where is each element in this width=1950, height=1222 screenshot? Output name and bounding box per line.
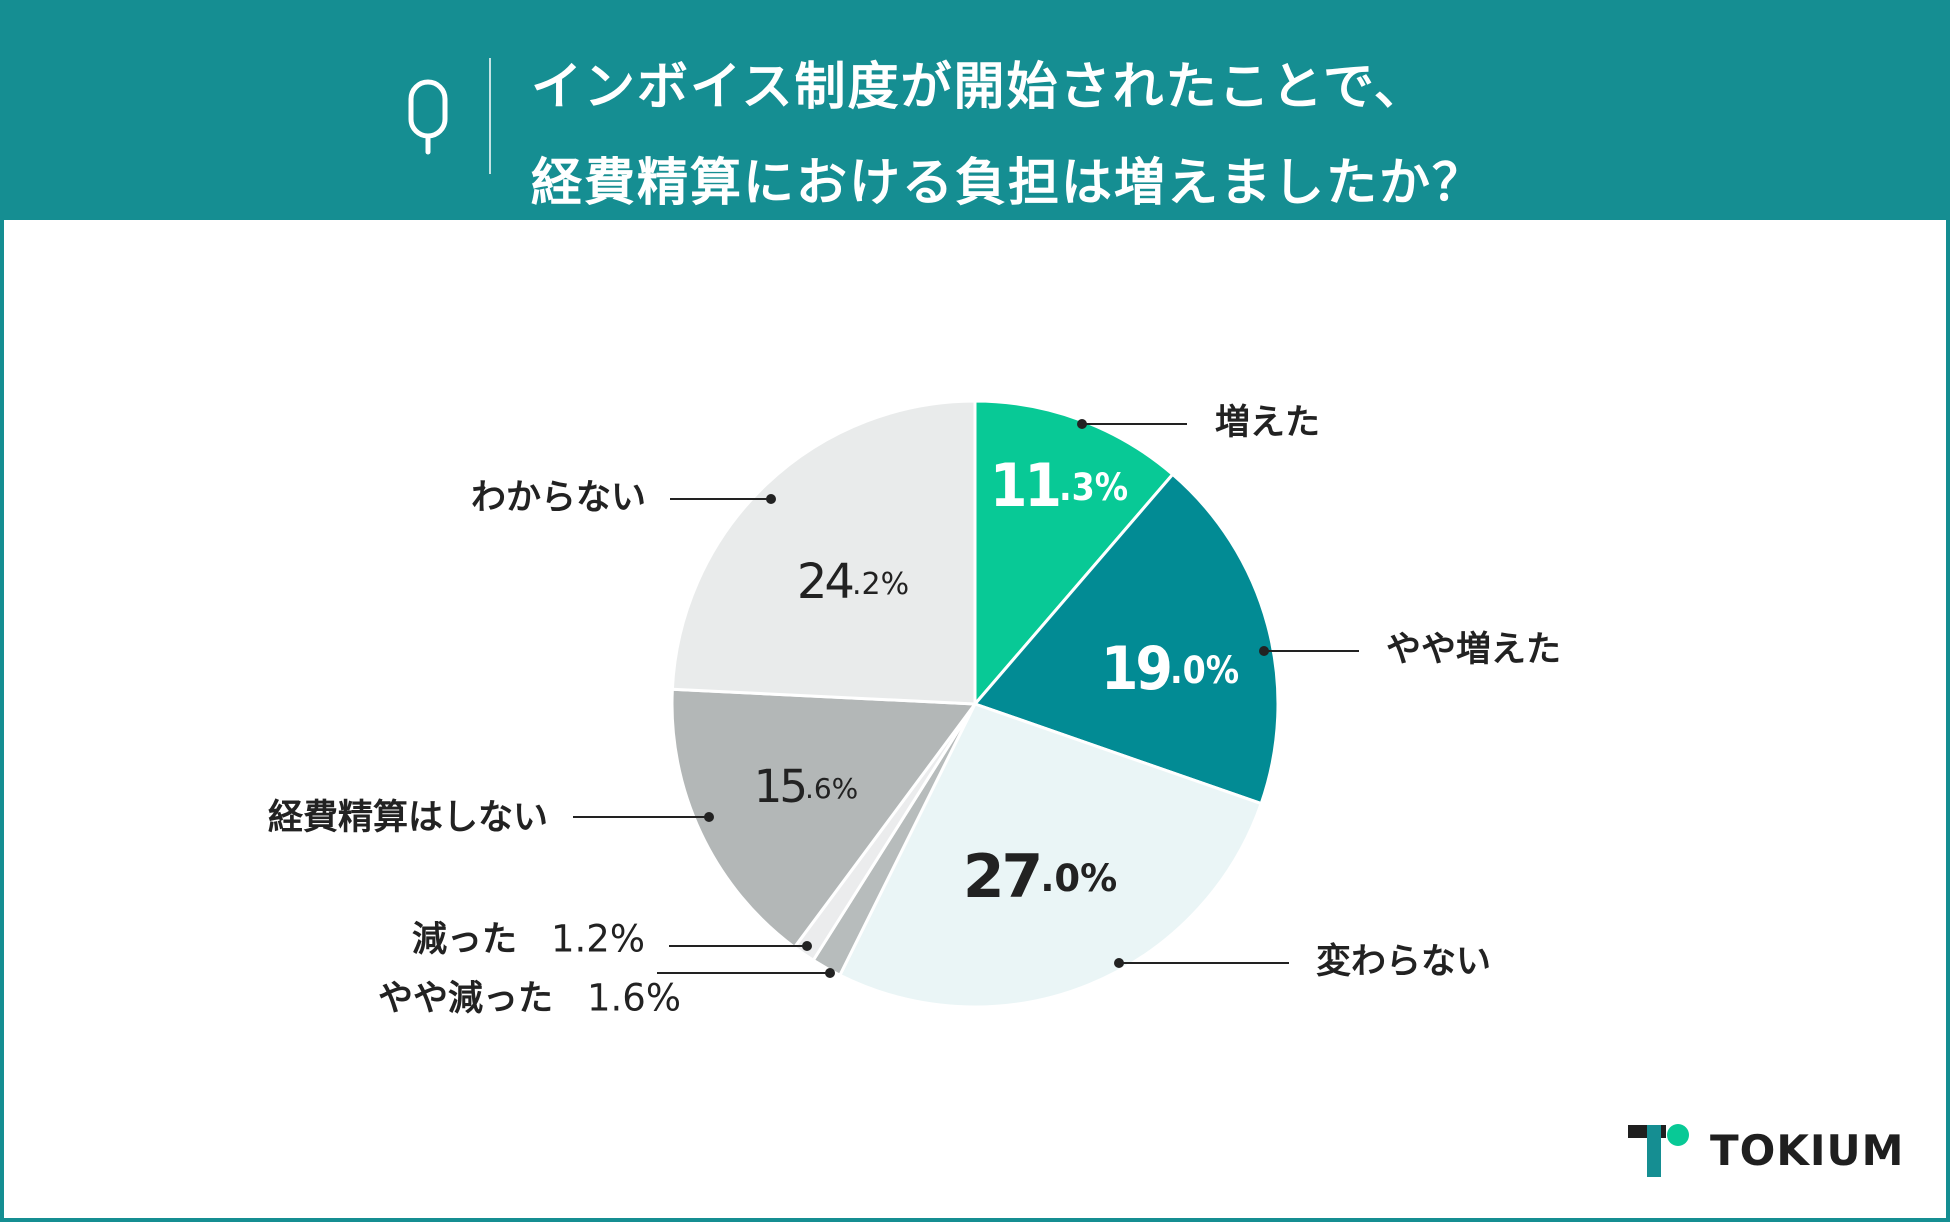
title-line-1: インボイス制度が開始されたことで、 xyxy=(531,58,1427,117)
question-q-icon xyxy=(408,79,448,155)
pie-slice-no-expense xyxy=(670,687,977,949)
slice-value: 24.2% xyxy=(797,554,909,610)
tokium-logo: TOKIUM xyxy=(1628,1122,1904,1178)
slice-annotation-slightly-decreased: やや減った 1.6% xyxy=(378,968,835,1020)
slice-label: 変わらない xyxy=(1316,941,1491,982)
leader-dot xyxy=(766,494,776,504)
tokium-logo-text: TOKIUM xyxy=(1710,1125,1905,1175)
chart-title: インボイス制度が開始されたことで、 経費精算における負担は増えましたか？ xyxy=(531,40,1485,232)
slice-value: 1.6% xyxy=(587,977,681,1020)
tokium-logo-icon xyxy=(1628,1124,1689,1177)
slice-label: わからない xyxy=(471,478,646,518)
pie-slice-unknown xyxy=(670,399,977,706)
slice-label: 増えた xyxy=(1215,403,1320,443)
slice-label: 経費精算はしない xyxy=(268,798,548,838)
slice-annotation-decreased: 減った 1.2% xyxy=(412,918,812,961)
leader-dot xyxy=(825,968,835,978)
slice-annotation-no-expense: 経費精算はしない 15.6% xyxy=(268,760,858,838)
slice-annotation-unknown: わからない 24.2% xyxy=(471,478,909,610)
slice-label: 減った xyxy=(412,920,517,960)
slice-label: やや減った xyxy=(378,979,553,1019)
pie-slice-slightly-increased xyxy=(973,472,1280,806)
header-banner: インボイス制度が開始されたことで、 経費精算における負担は増えましたか？ xyxy=(0,0,1950,220)
slice-value: 11.3% xyxy=(990,451,1128,521)
slice-annotation-slightly-increased: やや増えた 19.0% xyxy=(1101,630,1561,704)
leader-dot xyxy=(704,812,714,822)
leader-dot xyxy=(802,941,812,951)
slice-value: 19.0% xyxy=(1101,634,1239,704)
title-line-2: 経費精算における負担は増えましたか？ xyxy=(531,154,1486,213)
leader-dot xyxy=(1114,958,1124,968)
slice-value: 15.6% xyxy=(754,760,859,813)
slice-annotation-increased: 増えた 11.3% xyxy=(990,403,1320,521)
pie-slice-unchanged xyxy=(838,702,1263,1009)
header-divider xyxy=(489,58,491,174)
slice-value: 1.2% xyxy=(551,918,645,961)
leader-dot xyxy=(1259,646,1269,656)
slice-label: やや増えた xyxy=(1386,630,1561,670)
slice-value: 27.0% xyxy=(963,842,1117,912)
leader-dot xyxy=(1077,419,1087,429)
slice-annotation-unchanged: 変わらない 27.0% xyxy=(963,842,1491,982)
